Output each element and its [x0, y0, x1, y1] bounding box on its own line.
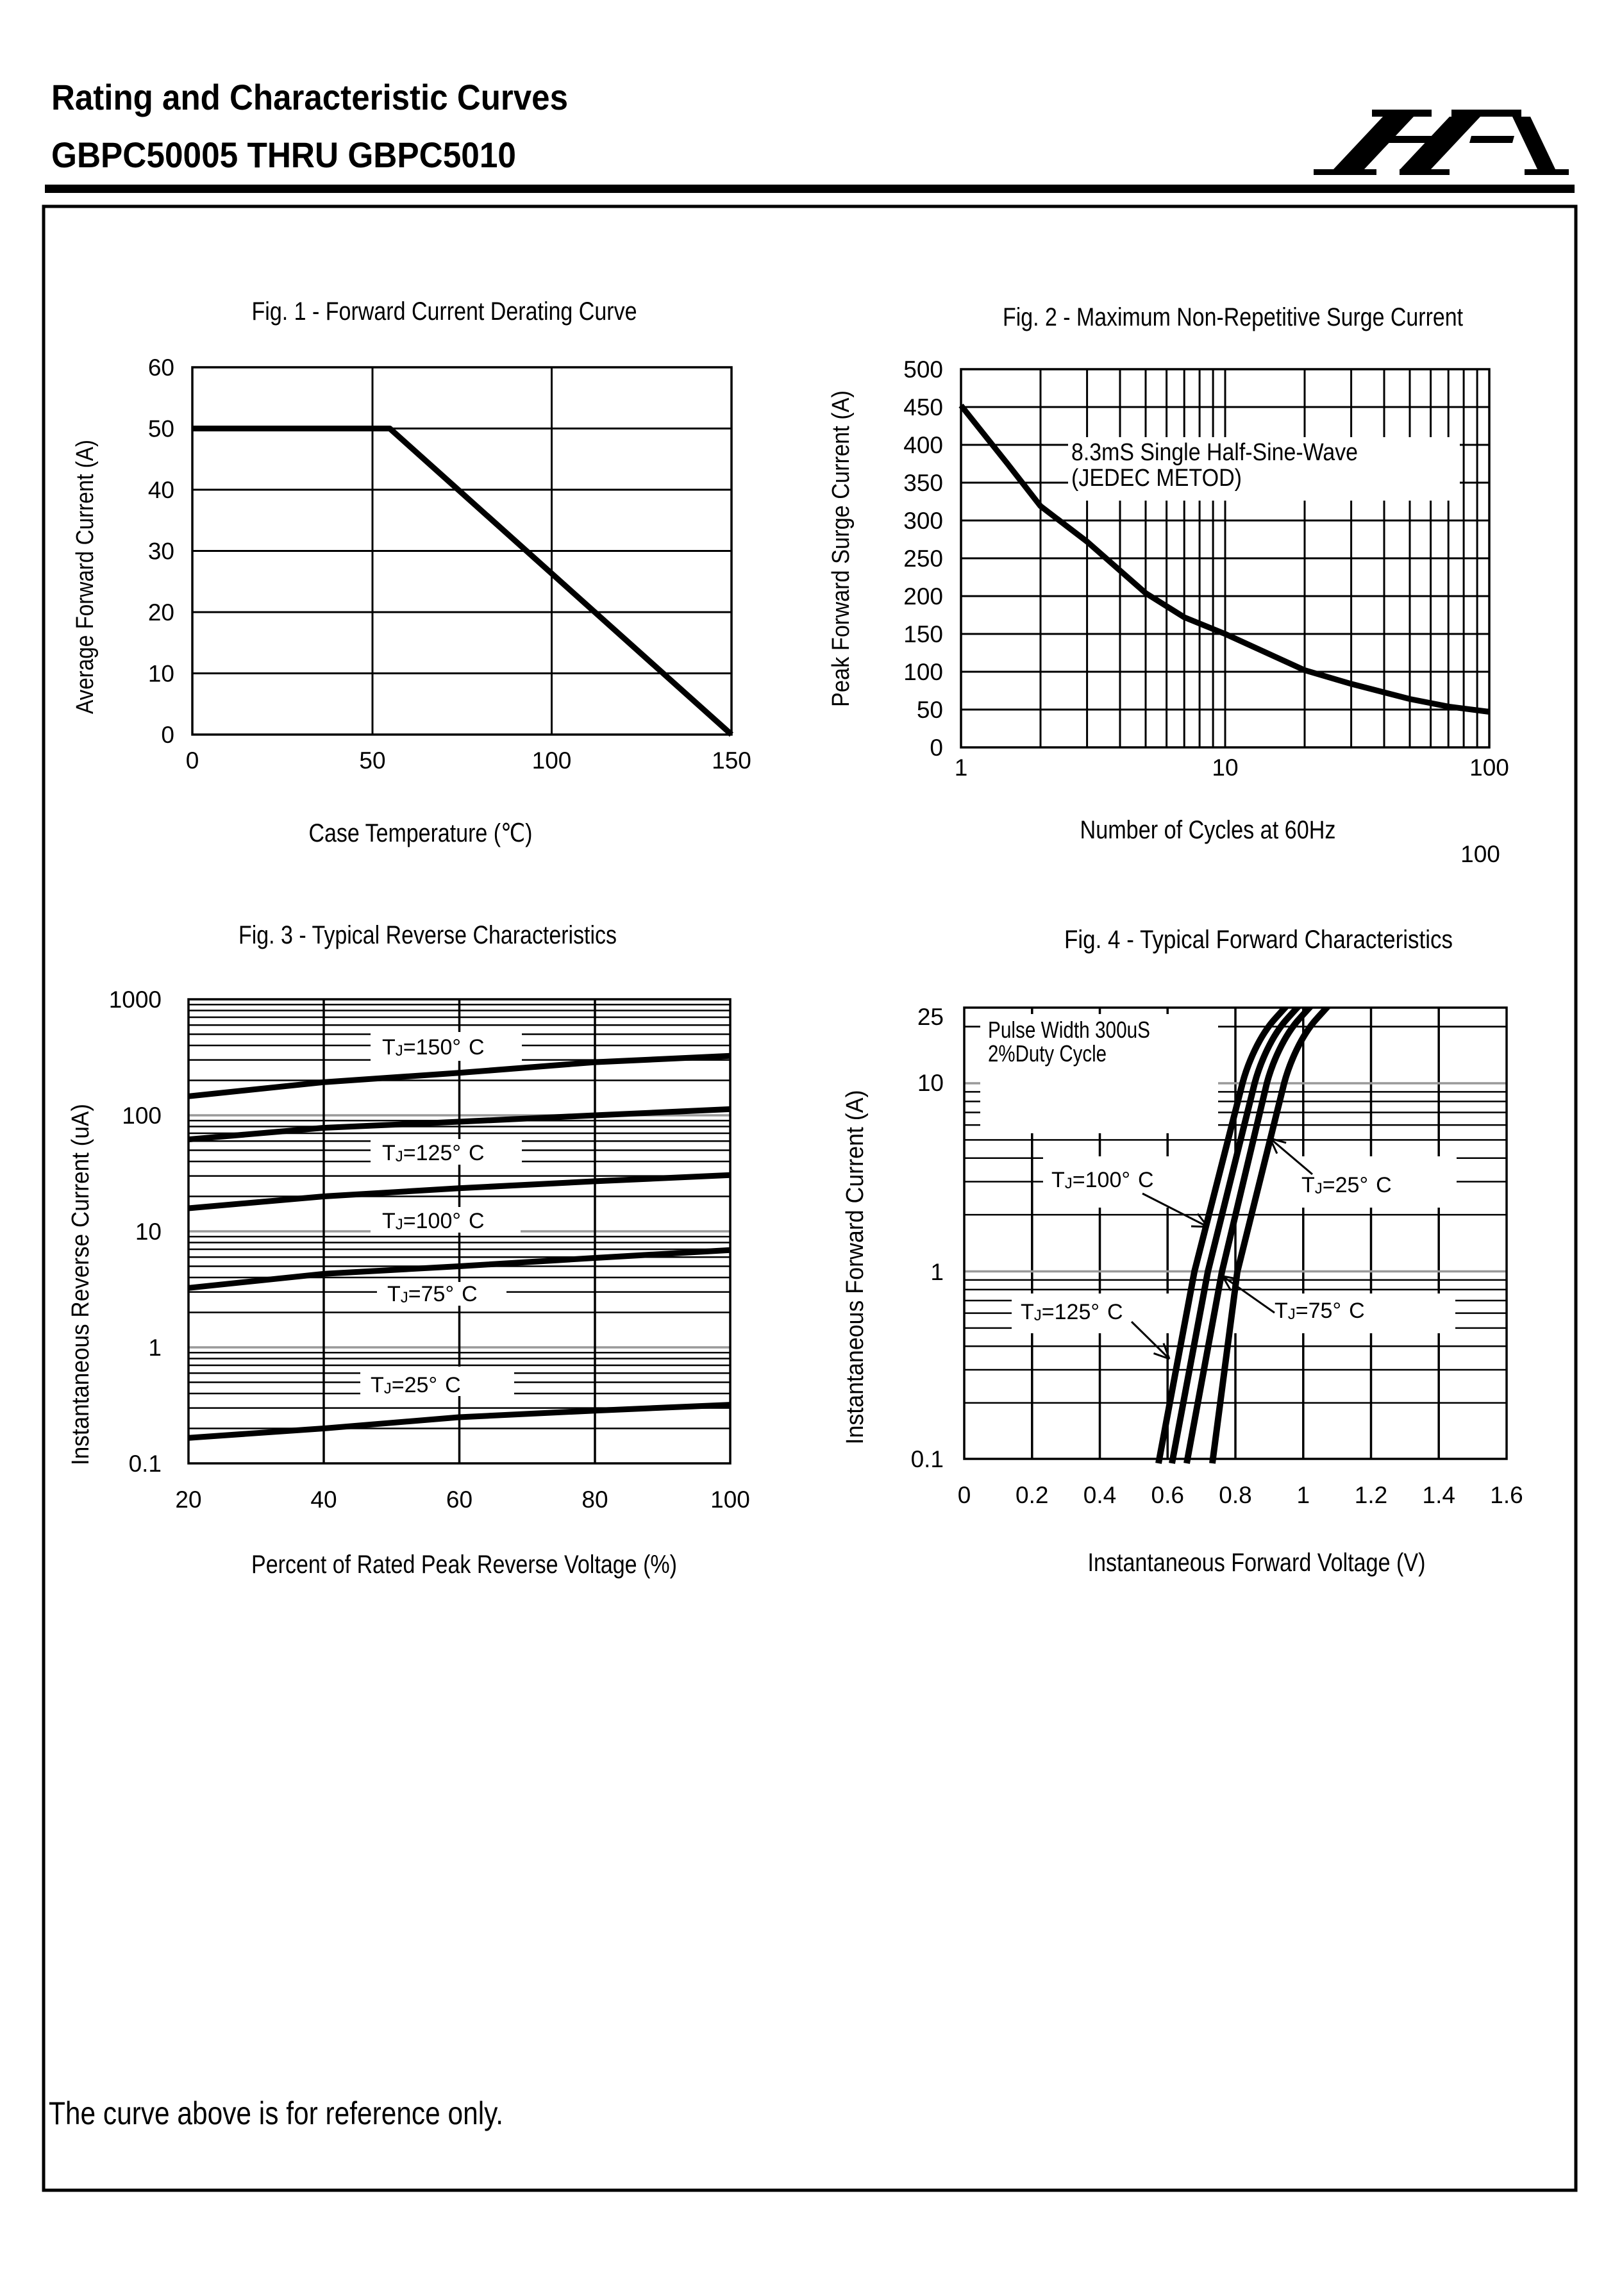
svg-text:0.6: 0.6: [1151, 1482, 1184, 1508]
svg-text:Fig. 3 - Typical Reverse Chara: Fig. 3 - Typical Reverse Characteristics: [238, 921, 617, 949]
svg-text:Fig. 2 - Maximum Non-Repetitiv: Fig. 2 - Maximum Non-Repetitive Surge Cu…: [1003, 303, 1463, 331]
svg-text:10: 10: [148, 661, 174, 687]
svg-text:100: 100: [1469, 754, 1509, 781]
svg-text:0: 0: [930, 735, 943, 761]
svg-text:Pulse Width 300uS: Pulse Width 300uS: [988, 1017, 1150, 1043]
svg-text:1: 1: [930, 1259, 944, 1285]
svg-text:150: 150: [712, 747, 751, 774]
svg-text:0.4: 0.4: [1083, 1482, 1116, 1508]
svg-text:100: 100: [122, 1102, 162, 1129]
svg-text:Peak Forward Surge Current (A): Peak Forward Surge Current (A): [828, 390, 855, 707]
svg-text:50: 50: [359, 747, 385, 774]
svg-text:250: 250: [903, 545, 943, 572]
svg-text:Instantaneous Forward Current: Instantaneous Forward Current (A): [842, 1090, 869, 1445]
svg-text:10: 10: [135, 1219, 162, 1245]
svg-text:30: 30: [148, 538, 174, 565]
svg-text:0.1: 0.1: [129, 1451, 162, 1477]
svg-text:60: 60: [446, 1486, 472, 1513]
svg-text:10: 10: [917, 1070, 944, 1096]
svg-text:50: 50: [148, 416, 174, 442]
svg-text:40: 40: [310, 1486, 337, 1513]
svg-text:100: 100: [710, 1486, 750, 1513]
svg-text:60: 60: [148, 354, 174, 381]
svg-text:1000: 1000: [109, 986, 162, 1013]
svg-text:Instantaneous Reverse Current: Instantaneous Reverse Current (uA): [67, 1104, 94, 1465]
svg-text:0.2: 0.2: [1016, 1482, 1048, 1508]
svg-text:Average Forward Current (A): Average Forward Current (A): [72, 440, 99, 714]
svg-text:1: 1: [148, 1335, 162, 1361]
svg-text:20: 20: [175, 1486, 201, 1513]
svg-text:100: 100: [532, 747, 572, 774]
svg-text:1: 1: [955, 754, 968, 781]
svg-text:TJ=75°C: TJ=75° C: [387, 1282, 478, 1306]
svg-text:1: 1: [1296, 1482, 1310, 1508]
svg-text:1.2: 1.2: [1355, 1482, 1387, 1508]
svg-text:2%Duty Cycle: 2%Duty Cycle: [988, 1040, 1107, 1067]
svg-text:100: 100: [903, 659, 943, 685]
svg-text:300: 300: [903, 508, 943, 534]
svg-text:500: 500: [903, 356, 943, 383]
svg-text:150: 150: [903, 621, 943, 647]
svg-text:50: 50: [917, 697, 943, 723]
svg-text:80: 80: [581, 1486, 608, 1513]
svg-text:450: 450: [903, 394, 943, 420]
svg-text:1.4: 1.4: [1423, 1482, 1455, 1508]
svg-text:TJ=25°C: TJ=25° C: [1301, 1173, 1392, 1197]
svg-text:25: 25: [917, 1004, 944, 1030]
svg-text:8.3mS Single Half-Sine-Wave: 8.3mS Single Half-Sine-Wave: [1071, 439, 1358, 466]
svg-text:0: 0: [958, 1482, 971, 1508]
svg-text:(JEDEC METOD): (JEDEC METOD): [1071, 465, 1242, 492]
svg-text:200: 200: [903, 583, 943, 610]
svg-text:100: 100: [1460, 841, 1500, 867]
svg-text:Percent of Rated Peak Reverse: Percent of Rated Peak Reverse Voltage (%…: [251, 1551, 677, 1579]
svg-text:350: 350: [903, 470, 943, 496]
svg-text:0: 0: [186, 747, 199, 774]
svg-text:0: 0: [161, 722, 174, 748]
svg-text:400: 400: [903, 432, 943, 458]
svg-text:Instantaneous Forward Voltage: Instantaneous Forward Voltage (V): [1088, 1549, 1426, 1577]
svg-text:Case Temperature (℃): Case Temperature (℃): [309, 819, 533, 847]
svg-text:The curve above is for referen: The curve above is for reference only.: [49, 2095, 503, 2131]
svg-text:Fig. 1 - Forward Current Derat: Fig. 1 - Forward Current Derating Curve: [252, 297, 637, 326]
svg-text:1.6: 1.6: [1490, 1482, 1523, 1508]
svg-text:0.8: 0.8: [1219, 1482, 1251, 1508]
svg-text:Rating and Characteristic Curv: Rating and Characteristic Curves: [51, 77, 568, 117]
svg-text:0.1: 0.1: [911, 1446, 944, 1472]
svg-text:10: 10: [1212, 754, 1238, 781]
svg-text:Fig. 4 - Typical Forward Chara: Fig. 4 - Typical Forward Characteristics: [1064, 926, 1453, 954]
svg-text:GBPC50005 THRU GBPC5010: GBPC50005 THRU GBPC5010: [51, 135, 516, 175]
svg-text:40: 40: [148, 477, 174, 503]
svg-text:20: 20: [148, 599, 174, 626]
svg-text:Number of Cycles at 60Hz: Number of Cycles at 60Hz: [1080, 816, 1336, 844]
